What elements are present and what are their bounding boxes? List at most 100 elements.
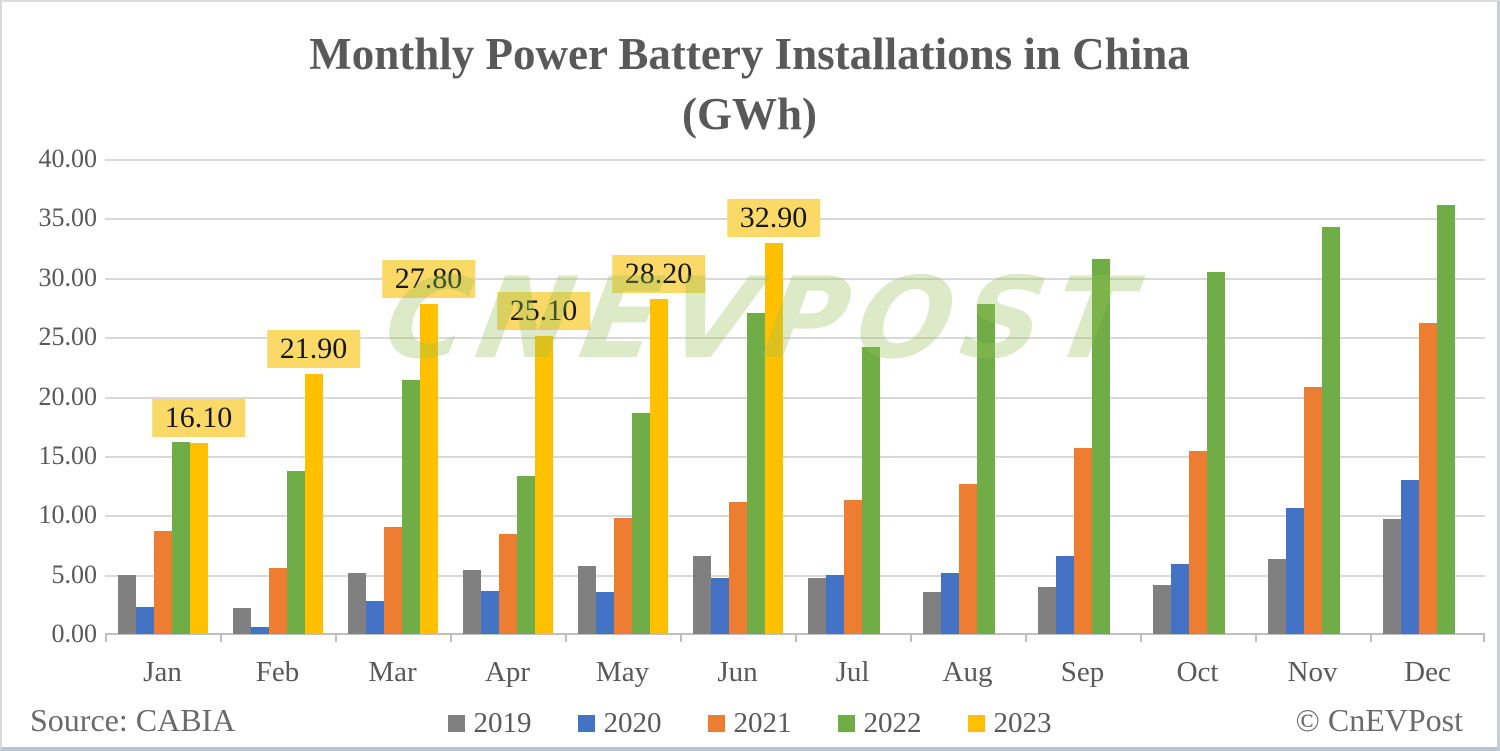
y-axis-label: 25.00 [38,322,98,352]
x-axis-label-dec: Dec [1404,656,1451,688]
x-axis-tick [795,634,797,642]
bar-2020-mar [365,600,384,634]
bar-2020-sep [1055,555,1074,634]
bar-2023-may [649,299,668,634]
month-group-aug: Aug [910,159,1025,688]
x-axis-label-jul: Jul [835,656,870,688]
bar-2022-mar [401,379,420,634]
y-axis-label: 0.00 [51,619,98,648]
bar-2021-jan [153,530,172,634]
x-axis-label-jun: Jun [717,656,758,688]
y-axis-label: 30.00 [38,262,98,292]
data-label-mar: 27.80 [381,259,476,298]
gridline [105,574,1485,577]
bar-2019-jan [117,574,136,634]
legend-label-2023: 2023 [993,707,1052,739]
legend-label-2021: 2021 [733,707,792,739]
bar-2022-oct [1206,271,1225,634]
legend-label-2022: 2022 [863,707,922,739]
bar-2021-aug [958,484,977,634]
x-axis-tick [680,634,682,642]
bar-2022-sep [1091,258,1110,634]
bars-row [1382,205,1473,634]
bar-2020-apr [480,591,499,634]
bar-2021-sep [1073,447,1092,634]
data-label-jan: 16.10 [151,398,246,437]
x-axis-tick [910,634,912,642]
gridline [105,277,1485,280]
legend-item-2019: 2019 [447,707,532,740]
month-group-feb: 21.90 Feb [220,159,361,688]
bar-2020-nov [1285,508,1304,634]
bar-2020-feb [250,626,269,634]
bar-2023-jun [764,243,783,634]
month-group-mar: 27.80 Mar [335,159,476,688]
bar-2021-may [613,517,632,634]
x-axis-tick [565,634,567,642]
bar-2021-nov [1303,387,1322,634]
y-axis-label: 35.00 [38,203,98,233]
y-axis-label: 40.00 [38,144,98,173]
bar-2019-jun [692,555,711,634]
legend-item-2023: 2023 [967,707,1052,740]
bars-row [577,299,668,634]
month-group-jun: 32.90 Jun [680,159,821,688]
bars-row [1267,226,1358,634]
bar-2022-feb [286,471,305,634]
legend-swatch-2023 [967,715,985,732]
x-axis-tick [1370,634,1372,642]
y-axis-label: 10.00 [38,500,98,530]
bar-2020-may [595,592,614,634]
x-axis-tick [220,634,222,642]
data-label-may: 28.20 [611,255,706,294]
bar-2020-aug [940,573,959,634]
bar-2022-nov [1321,226,1340,634]
month-group-jan: 16.10 Jan [105,159,246,688]
bar-2020-jan [135,606,154,634]
bars-row [117,441,208,634]
legend-swatch-2022 [837,715,855,732]
month-group-oct: Oct [1140,159,1255,688]
bars-row [692,243,783,634]
data-label-apr: 25.10 [496,291,591,330]
bar-2021-jun [728,502,747,634]
bars-row [1037,258,1128,634]
gridline [105,455,1485,458]
x-axis-tick [1255,634,1257,642]
gridline [105,337,1485,340]
chart-title-line2: (GWh) [682,89,817,139]
x-axis-tick [450,634,452,642]
x-axis-label-feb: Feb [255,656,300,688]
legend-item-2022: 2022 [837,707,922,740]
month-group-nov: Nov [1255,159,1370,688]
x-axis-label-sep: Sep [1060,656,1105,688]
bar-2019-oct [1152,585,1171,634]
copyright-note: © CnEVPost [1295,702,1463,738]
month-group-dec: Dec [1370,159,1485,688]
month-group-may: 28.20 May [565,159,706,688]
x-axis-label-may: May [595,656,650,688]
bar-2019-may [577,566,596,634]
y-axis-label: 15.00 [38,440,98,470]
legend-swatch-2020 [577,715,595,732]
bar-2020-jul [825,574,844,634]
legend-label-2019: 2019 [473,707,532,739]
bar-2021-oct [1188,451,1207,634]
x-axis-label-apr: Apr [484,656,531,688]
x-axis-tick [1483,634,1485,642]
bars-row [1152,271,1243,634]
y-axis-label: 5.00 [51,559,98,589]
bar-2023-mar [419,303,438,634]
gridline [105,396,1485,399]
x-axis-label-oct: Oct [1176,656,1219,688]
bar-2022-jan [171,441,190,634]
x-axis-tick [105,634,107,642]
bar-2021-jul [843,499,862,634]
month-group-sep: Sep [1025,159,1140,688]
x-axis-tick [335,634,337,642]
chart-title-line1: Monthly Power Battery Installations in C… [309,29,1190,79]
x-axis-label-jan: Jan [143,656,182,688]
bar-2021-apr [498,534,517,634]
x-axis-label-aug: Aug [942,656,993,688]
